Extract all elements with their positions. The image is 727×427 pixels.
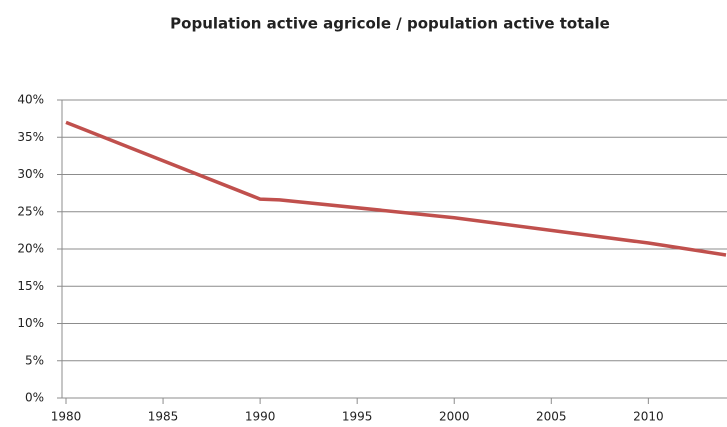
x-tick-label: 2000 — [439, 410, 470, 424]
y-tick-label: 5% — [25, 353, 44, 367]
x-tick-label: 2005 — [536, 410, 567, 424]
y-tick-label: 40% — [17, 93, 44, 107]
chart-title: Population active agricole / population … — [170, 15, 610, 33]
y-tick-label: 15% — [17, 279, 44, 293]
x-tick-label: 1980 — [51, 410, 82, 424]
x-tick-label: 1990 — [245, 410, 276, 424]
x-tick-label: 1985 — [148, 410, 179, 424]
y-tick-label: 10% — [17, 316, 44, 330]
x-tick-label: 1995 — [342, 410, 373, 424]
y-tick-label: 25% — [17, 204, 44, 218]
y-tick-label: 35% — [17, 130, 44, 144]
y-tick-label: 30% — [17, 167, 44, 181]
x-tick-label: 2010 — [633, 410, 664, 424]
y-tick-label: 0% — [25, 391, 44, 405]
data-line — [65, 120, 727, 257]
y-tick-label: 20% — [17, 242, 44, 256]
